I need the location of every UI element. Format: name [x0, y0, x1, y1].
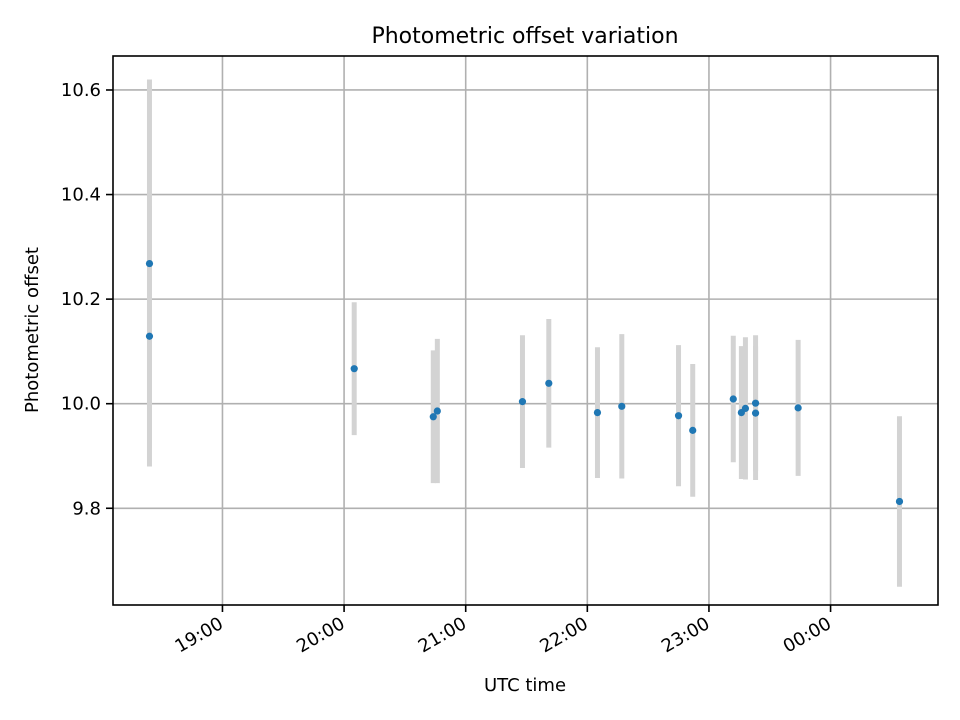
y-tick-label: 10.4	[61, 185, 101, 206]
data-point	[350, 365, 358, 373]
y-axis-label: Photometric offset	[22, 247, 43, 413]
y-tick-label: 10.0	[61, 394, 101, 415]
y-tick-label: 9.8	[72, 498, 101, 519]
data-point	[741, 404, 750, 413]
data-point	[895, 497, 904, 506]
data-point	[794, 404, 802, 412]
data-point	[433, 407, 441, 415]
grid	[113, 56, 938, 605]
data-point	[145, 332, 154, 340]
data-point	[429, 413, 437, 421]
y-axis-ticks: 9.8 10.0 10.2 10.4 10.6	[61, 80, 113, 519]
data-point	[674, 412, 683, 420]
data-point	[518, 398, 527, 406]
data-point	[729, 395, 737, 403]
data-point	[545, 379, 553, 387]
data-point	[751, 399, 760, 407]
y-tick-label: 10.6	[61, 80, 101, 101]
data-points	[145, 259, 904, 506]
data-point	[751, 409, 760, 417]
plot-frame	[112, 55, 939, 606]
y-tick-label: 10.2	[61, 289, 101, 310]
data-point	[689, 426, 697, 434]
data-point	[618, 402, 626, 410]
data-point	[593, 408, 602, 417]
x-axis-label: UTC time	[484, 675, 566, 696]
chart-title: Photometric offset variation	[371, 24, 678, 49]
data-point	[145, 259, 154, 268]
